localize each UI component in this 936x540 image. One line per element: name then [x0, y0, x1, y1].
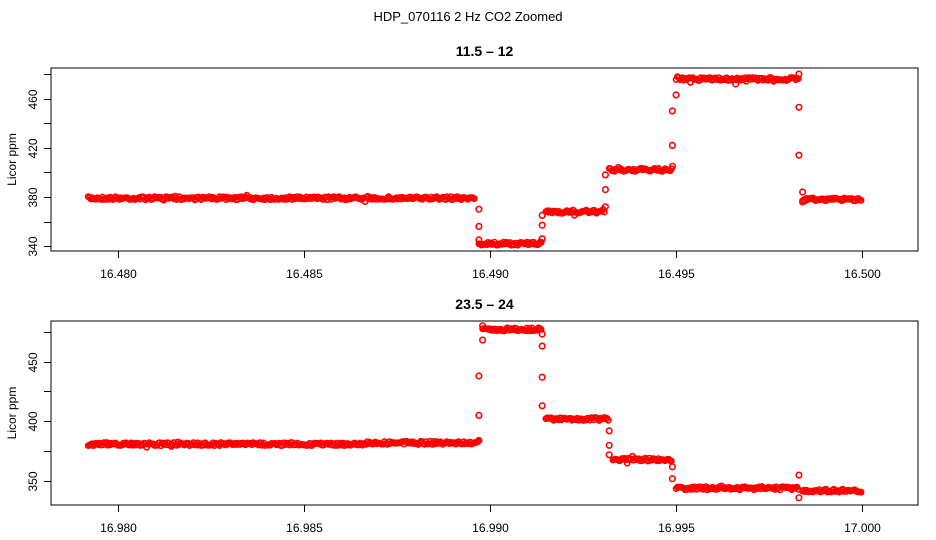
transition-point	[795, 494, 803, 502]
transition-point	[668, 107, 677, 115]
x-tick-label: 17.000	[844, 521, 881, 535]
transition-point	[605, 441, 613, 449]
y-tick-label: 400	[26, 411, 40, 431]
transition-point	[798, 198, 807, 206]
y-axis-label: Licor ppm	[5, 133, 19, 186]
data-series	[84, 70, 865, 249]
x-tick-label: 16.985	[286, 521, 323, 535]
plot-frame	[50, 67, 919, 252]
x-tick-label: 16.995	[658, 521, 695, 535]
transition-point	[479, 322, 487, 330]
y-tick-label: 420	[26, 138, 40, 158]
transition-point	[479, 336, 487, 344]
transition-point	[538, 342, 546, 350]
y-tick-label: 380	[26, 187, 40, 207]
x-tick-label: 16.490	[472, 267, 509, 281]
x-tick-label: 16.480	[100, 267, 137, 281]
x-tick-label: 16.980	[100, 521, 137, 535]
transition-point	[668, 162, 677, 170]
transition-point	[605, 451, 613, 459]
panel-1-title: 11.5 – 12	[455, 43, 514, 59]
y-tick-label: 350	[26, 471, 40, 491]
figure-title: HDP_070116 2 Hz CO2 Zoomed	[373, 9, 563, 24]
transition-point	[795, 70, 803, 78]
transition-point	[601, 186, 610, 194]
transition-point	[732, 80, 740, 88]
panel-2-plot: 16.980 16.985 16.990 16.995 17.000 350 400 450 L…	[5, 320, 919, 535]
transition-point	[475, 372, 483, 380]
y-tick-label: 340	[26, 236, 40, 256]
transition-point	[601, 171, 610, 179]
transition-point	[672, 91, 680, 99]
transition-point	[538, 330, 546, 338]
transition-point	[668, 463, 677, 471]
transition-point	[538, 373, 546, 381]
plot-frame	[50, 320, 919, 506]
data-series	[84, 322, 865, 502]
transition-point	[795, 471, 803, 479]
transition-point	[668, 475, 677, 483]
y-axis-label: Licor ppm	[5, 387, 19, 440]
transition-point	[795, 103, 803, 111]
transition-point	[798, 188, 807, 196]
transition-point	[475, 436, 483, 445]
transition-point	[668, 141, 677, 149]
panel-2-title: 23.5 – 24	[455, 296, 514, 312]
transition-point	[538, 211, 546, 219]
y-tick-label: 450	[26, 352, 40, 372]
panel-1-plot: 16.480 16.485 16.490 16.495 16.500 340 380 420 4…	[5, 67, 919, 281]
transition-point	[795, 151, 803, 159]
transition-point	[538, 221, 546, 229]
x-tick-label: 16.990	[472, 521, 509, 535]
transition-point	[601, 203, 610, 211]
transition-point	[538, 235, 546, 243]
transition-point	[538, 402, 546, 410]
transition-point	[605, 427, 613, 435]
x-tick-label: 16.485	[286, 267, 323, 281]
x-tick-label: 16.500	[844, 267, 881, 281]
transition-point	[475, 236, 483, 244]
x-tick-label: 16.495	[658, 267, 695, 281]
y-tick-label: 460	[26, 89, 40, 109]
transition-point	[475, 411, 483, 420]
transition-point	[475, 205, 483, 213]
transition-point	[475, 222, 483, 230]
